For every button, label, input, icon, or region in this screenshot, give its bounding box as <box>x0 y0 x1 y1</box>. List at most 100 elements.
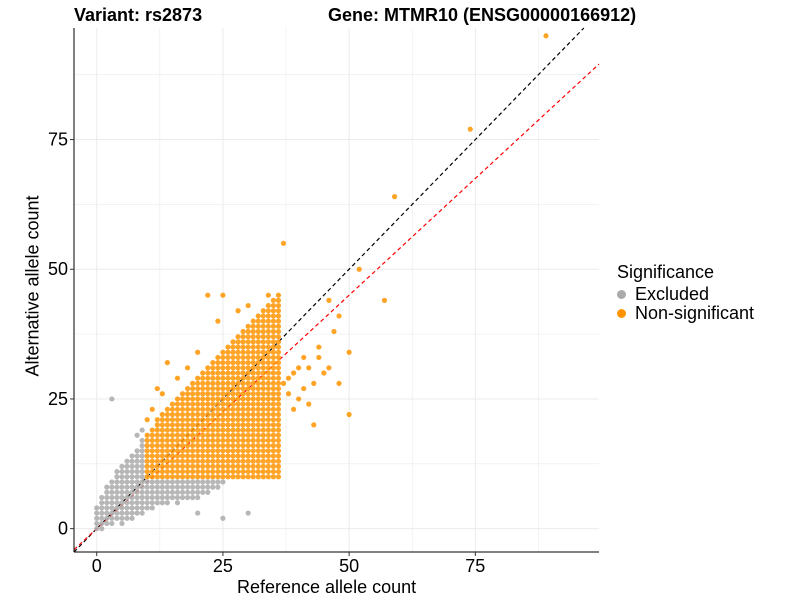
point-non-significant <box>235 380 241 386</box>
point-non-significant <box>255 443 261 449</box>
point-non-significant <box>184 437 191 444</box>
point-excluded <box>139 463 145 469</box>
point-non-significant <box>275 474 282 480</box>
point-excluded <box>94 520 100 527</box>
point-non-significant <box>220 448 226 454</box>
point-excluded <box>104 505 110 511</box>
point-non-significant <box>190 458 196 464</box>
point-excluded <box>205 479 211 485</box>
point-excluded <box>124 484 130 490</box>
point-non-significant <box>190 391 196 397</box>
point-non-significant <box>270 458 276 464</box>
point-non-significant <box>275 448 282 454</box>
point-non-significant <box>144 432 150 438</box>
point-excluded <box>114 510 120 516</box>
point-excluded <box>134 489 140 495</box>
point-non-significant <box>265 474 271 480</box>
point-non-significant <box>275 302 282 309</box>
point-excluded <box>124 500 130 506</box>
point-non-significant <box>225 365 231 371</box>
point-non-significant <box>467 126 473 132</box>
point-non-significant <box>230 406 236 412</box>
point-non-significant <box>240 443 246 449</box>
point-non-significant <box>215 360 221 366</box>
point-non-significant <box>260 349 266 355</box>
point-non-significant <box>230 443 236 449</box>
point-excluded <box>174 500 181 506</box>
point-non-significant <box>235 427 241 433</box>
point-excluded <box>109 510 115 516</box>
point-non-significant <box>250 427 256 433</box>
point-non-significant <box>250 380 256 386</box>
point-non-significant <box>255 474 261 480</box>
point-non-significant <box>230 427 236 433</box>
point-excluded <box>159 500 165 506</box>
point-non-significant <box>230 417 236 423</box>
point-excluded <box>144 505 150 511</box>
point-non-significant <box>210 360 216 366</box>
point-non-significant <box>200 380 206 386</box>
point-non-significant <box>543 33 549 39</box>
x-tick-label: 0 <box>92 556 102 576</box>
point-non-significant <box>149 474 155 480</box>
point-non-significant <box>346 349 352 355</box>
point-non-significant <box>270 297 276 303</box>
point-non-significant <box>270 385 276 392</box>
point-non-significant <box>220 370 226 376</box>
point-excluded <box>129 463 135 469</box>
point-non-significant <box>301 354 307 361</box>
point-excluded <box>109 520 115 527</box>
point-non-significant <box>230 411 236 418</box>
point-non-significant <box>190 437 196 444</box>
point-non-significant <box>275 370 282 376</box>
point-non-significant <box>265 308 271 314</box>
point-non-significant <box>346 411 352 418</box>
point-non-significant <box>240 448 246 454</box>
point-non-significant <box>250 396 256 402</box>
point-non-significant <box>245 391 251 397</box>
point-non-significant <box>210 453 216 459</box>
point-non-significant <box>230 380 236 386</box>
point-non-significant <box>240 344 246 350</box>
point-non-significant <box>169 443 176 449</box>
point-non-significant <box>225 406 231 412</box>
point-non-significant <box>235 370 241 376</box>
point-non-significant <box>169 417 176 423</box>
point-non-significant <box>220 417 226 423</box>
point-non-significant <box>220 411 226 418</box>
point-non-significant <box>255 365 261 371</box>
point-excluded <box>245 510 251 516</box>
point-non-significant <box>255 411 261 418</box>
point-non-significant <box>260 448 266 454</box>
point-non-significant <box>154 448 160 454</box>
point-non-significant <box>225 463 231 469</box>
point-non-significant <box>190 417 196 423</box>
point-excluded <box>114 515 120 521</box>
point-non-significant <box>240 385 246 392</box>
point-excluded <box>134 432 140 438</box>
point-non-significant <box>205 432 211 438</box>
point-non-significant <box>255 448 261 454</box>
point-excluded <box>104 500 110 506</box>
point-non-significant <box>205 448 211 454</box>
point-non-significant <box>275 375 282 381</box>
point-excluded <box>119 505 125 511</box>
point-non-significant <box>195 349 201 355</box>
point-non-significant <box>240 365 246 371</box>
point-non-significant <box>250 453 256 459</box>
point-non-significant <box>240 354 246 361</box>
point-non-significant <box>311 380 317 386</box>
point-non-significant <box>245 328 251 335</box>
point-excluded <box>139 458 145 464</box>
point-non-significant <box>270 354 276 361</box>
point-non-significant <box>164 437 170 444</box>
point-excluded <box>134 468 140 475</box>
point-non-significant <box>235 417 241 423</box>
point-excluded <box>134 463 140 469</box>
point-non-significant <box>270 474 276 480</box>
point-non-significant <box>220 365 226 371</box>
point-non-significant <box>275 380 282 386</box>
point-non-significant <box>275 463 282 469</box>
point-non-significant <box>179 474 186 480</box>
